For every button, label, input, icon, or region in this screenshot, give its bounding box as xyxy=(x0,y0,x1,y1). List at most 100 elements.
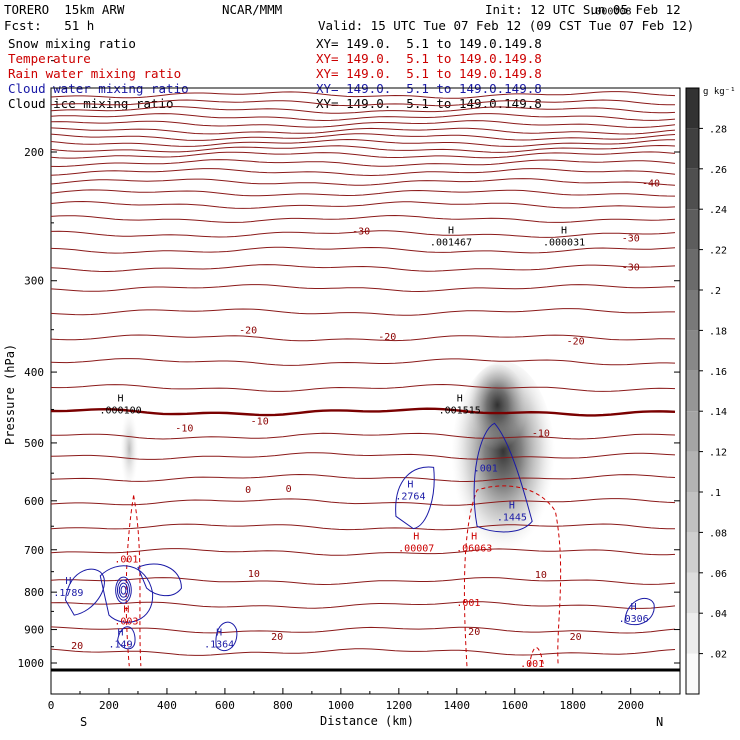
maximum-marker: H xyxy=(457,393,463,404)
colorbar-cell xyxy=(686,532,699,573)
isotherm-label: 20 xyxy=(271,632,283,643)
isotherm-line xyxy=(51,120,676,128)
colorbar-cell xyxy=(686,451,699,492)
isotherm-line xyxy=(51,383,676,392)
isotherm-line xyxy=(51,106,676,114)
rain-contour xyxy=(133,495,142,667)
x-axis-end-left: S xyxy=(80,715,87,729)
y-tick-label: 300 xyxy=(24,275,44,288)
maximum-marker: H xyxy=(448,225,454,236)
field-name-snow: Snow mixing ratio xyxy=(8,36,136,51)
isotherm-label: -20 xyxy=(378,332,396,343)
isotherm-line xyxy=(51,91,676,99)
colorbar-cell xyxy=(686,128,699,169)
cloud-water-contour xyxy=(624,598,655,626)
isotherm-line xyxy=(51,548,676,556)
x-tick-label: 1600 xyxy=(502,699,529,712)
maximum-value-label: .1789 xyxy=(53,588,83,599)
field-xy-rain: XY= 149.0. 5.1 to 149.0.149.8 xyxy=(316,66,542,81)
isotherm-line xyxy=(51,601,676,609)
y-tick-label: 700 xyxy=(24,544,44,557)
isotherm-line xyxy=(51,498,676,506)
colorbar-tick-label: .02 xyxy=(709,650,727,661)
field-name-temperature: Temperature xyxy=(8,51,91,66)
x-tick-label: 400 xyxy=(157,699,177,712)
x-tick-label: 1200 xyxy=(386,699,413,712)
colorbar-tick-label: .2 xyxy=(709,286,721,297)
maximum-marker: H xyxy=(118,627,124,638)
colorbar-tick-label: .04 xyxy=(709,609,727,620)
field-name-cloud-ice: Cloud ice mixing ratio xyxy=(8,96,174,111)
y-tick-label: 1000 xyxy=(18,657,45,670)
maximum-value-label: .001 xyxy=(114,555,138,566)
maximum-marker: H xyxy=(407,479,413,490)
isotherm-label: -20 xyxy=(567,336,585,347)
x-tick-label: 200 xyxy=(99,699,119,712)
colorbar-tick-label: .16 xyxy=(709,367,727,378)
x-tick-label: 1400 xyxy=(444,699,471,712)
colorbar-cell xyxy=(686,572,699,614)
colorbar-tick-label: .24 xyxy=(709,205,727,216)
maximum-marker: H xyxy=(65,576,71,587)
valid-time: Valid: 15 UTC Tue 07 Feb 12 (09 CST Tue … xyxy=(318,18,695,33)
isotherm-line xyxy=(51,473,676,483)
colorbar-cell xyxy=(686,492,699,533)
y-tick-label: 400 xyxy=(24,366,44,379)
isotherm-line xyxy=(51,144,676,153)
colorbar-cell xyxy=(686,88,699,129)
x-axis-label: Distance (km) xyxy=(320,714,414,728)
colorbar-cell xyxy=(686,330,699,371)
isotherm-line xyxy=(51,523,676,531)
maximum-value-label: .000100 xyxy=(99,405,141,416)
isotherm-line xyxy=(51,230,676,238)
model-title: TORERO 15km ARW xyxy=(4,2,125,17)
colorbar-cell xyxy=(686,653,699,694)
cloud-water-contour xyxy=(118,582,129,598)
maximum-marker: H xyxy=(509,500,515,511)
maximum-value-label: .149 xyxy=(109,639,133,650)
snow-shading-west xyxy=(120,409,139,490)
colorbar-cell xyxy=(686,613,699,654)
x-tick-label: 1800 xyxy=(560,699,587,712)
field-name-rain: Rain water mixing ratio xyxy=(8,66,182,81)
isotherm-line xyxy=(51,284,676,293)
rain-contour xyxy=(463,485,562,667)
isotherm-label: -10 xyxy=(532,429,550,440)
y-tick-label: 800 xyxy=(24,586,44,599)
colorbar-frame xyxy=(685,87,700,695)
maximum-marker: H xyxy=(413,531,419,542)
colorbar-cell xyxy=(686,209,699,250)
maximum-value-label: .000008 xyxy=(589,6,631,17)
colorbar: .02 .04 .06 .08 .1 .12 .14 .16 .18 .2 .22 .24 .26 .28 xyxy=(685,87,727,695)
maximum-value-label: .003 xyxy=(114,617,138,628)
plot-frame xyxy=(50,87,681,695)
isotherm-label: -10 xyxy=(175,423,193,434)
cloud-water-contour xyxy=(215,621,238,652)
isotherm-line xyxy=(51,577,676,586)
maximum-value-label: .001 xyxy=(456,598,480,609)
y-tick-label: 200 xyxy=(24,146,44,159)
isotherm-line xyxy=(51,334,676,342)
isotherm-label: -20 xyxy=(239,326,257,337)
isotherm-line xyxy=(51,159,676,168)
maximum-marker: H xyxy=(118,393,124,404)
colorbar-tick-label: .12 xyxy=(709,448,727,459)
maximum-value-label: .2764 xyxy=(395,491,425,502)
cloud-water-contour xyxy=(473,422,533,533)
maximum-value-label: .001 xyxy=(520,659,544,670)
isotherm-label: 10 xyxy=(535,570,547,581)
maximum-marker: H xyxy=(216,627,222,638)
maximum-marker: H xyxy=(123,605,129,616)
maximum-value-label: .06063 xyxy=(456,543,492,554)
forecast-hour: Fcst: 51 h xyxy=(4,18,95,33)
maximum-marker: H xyxy=(631,602,637,613)
isotherm-line xyxy=(51,133,676,141)
maximum-value-label: .001 xyxy=(474,463,498,474)
x-axis-end-right: N xyxy=(656,715,663,729)
isotherm-line xyxy=(51,178,676,186)
org-label: NCAR/MMM xyxy=(222,2,283,17)
isotherm-line xyxy=(51,308,675,316)
colorbar-tick-label: .1 xyxy=(709,488,721,499)
isotherm-line xyxy=(51,113,676,122)
